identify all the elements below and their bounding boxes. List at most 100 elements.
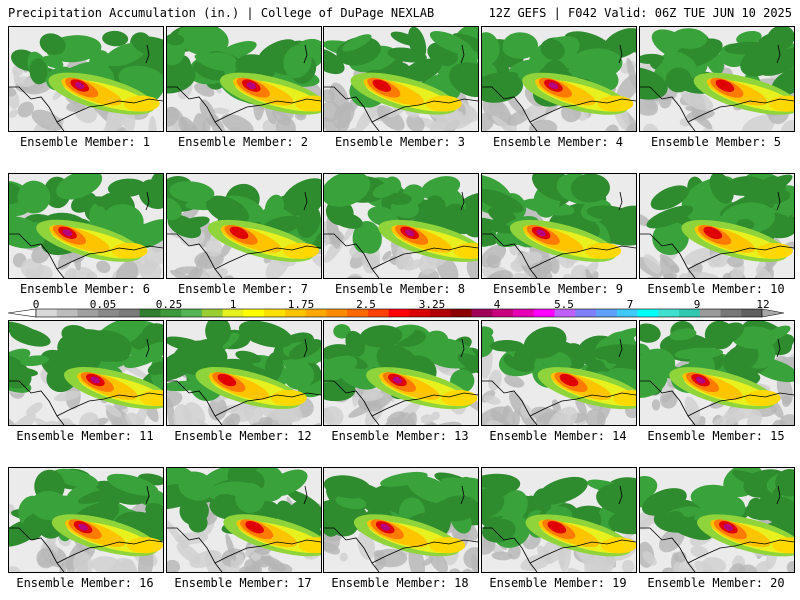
precip-field	[324, 27, 478, 131]
state-border	[776, 338, 781, 358]
ensemble-member-map-6	[8, 173, 164, 279]
coastline-outline	[324, 86, 478, 131]
ensemble-member-label: Ensemble Member: 6	[19, 282, 151, 296]
precip-field	[482, 468, 636, 572]
coastline-outline	[324, 527, 478, 572]
colorbar-segment	[305, 309, 327, 317]
ensemble-member-map-3	[323, 26, 479, 132]
colorbar-max-arrow	[761, 308, 785, 318]
colorbar-segment	[554, 309, 576, 317]
ensemble-member-map-4	[481, 26, 637, 132]
precip-field	[9, 321, 163, 425]
state-border	[145, 191, 150, 211]
precip-field	[640, 27, 794, 131]
colorbar-tick-label: 1.75	[287, 298, 315, 311]
colorbar-segment	[36, 309, 58, 317]
ensemble-member-map-15	[639, 320, 795, 426]
colorbar-segment	[637, 309, 659, 317]
state-border	[460, 338, 465, 358]
coastline-outline	[640, 86, 794, 131]
colorbar-segment	[409, 309, 431, 317]
state-border	[303, 44, 308, 64]
ensemble-member-label: Ensemble Member: 9	[492, 282, 624, 296]
precip-field	[324, 321, 478, 425]
ensemble-member-map-10	[639, 173, 795, 279]
ensemble-member-map-14	[481, 320, 637, 426]
coastline-outline	[482, 380, 636, 425]
colorbar-tick-label: 9	[693, 298, 701, 311]
state-border	[145, 485, 150, 505]
ensemble-member-label: Ensemble Member: 12	[174, 429, 312, 443]
ensemble-member-map-11	[8, 320, 164, 426]
precip-field	[167, 468, 321, 572]
colorbar-segment	[616, 309, 638, 317]
state-border	[145, 44, 150, 64]
state-border	[460, 191, 465, 211]
precip-field	[167, 321, 321, 425]
coastline-outline	[324, 233, 478, 278]
state-border	[303, 338, 308, 358]
state-border	[303, 191, 308, 211]
colorbar-segment	[367, 309, 389, 317]
colorbar-segment	[98, 309, 120, 317]
model-run-info: 12Z GEFS | F042 Valid: 06Z TUE JUN 10 20…	[488, 6, 792, 20]
coastline-outline	[167, 86, 321, 131]
precip-field	[9, 174, 163, 278]
colorbar-segment	[222, 309, 244, 317]
precip-field	[167, 27, 321, 131]
ensemble-member-map-16	[8, 467, 164, 573]
ensemble-member-label: Ensemble Member: 5	[650, 135, 782, 149]
coastline-outline	[324, 380, 478, 425]
coastline-outline	[167, 233, 321, 278]
colorbar-segment	[492, 309, 514, 317]
ensemble-member-label: Ensemble Member: 15	[647, 429, 785, 443]
map-title: Precipitation Accumulation (in.) | Colle…	[8, 6, 435, 20]
precip-field	[482, 174, 636, 278]
state-border	[776, 485, 781, 505]
colorbar-segment	[284, 309, 306, 317]
ensemble-member-map-18	[323, 467, 479, 573]
colorbar-segment	[388, 309, 410, 317]
state-border	[618, 44, 623, 64]
colorbar-segment	[201, 309, 223, 317]
ensemble-member-label: Ensemble Member: 7	[177, 282, 309, 296]
ensemble-member-map-12	[166, 320, 322, 426]
precip-field	[482, 27, 636, 131]
colorbar-segment	[181, 309, 203, 317]
precip-field	[9, 468, 163, 572]
colorbar-segment	[243, 309, 265, 317]
colorbar-tick-label: 2.5	[356, 298, 376, 311]
colorbar-segment	[430, 309, 452, 317]
coastline-outline	[9, 86, 163, 131]
coastline-outline	[9, 527, 163, 572]
precip-field	[640, 468, 794, 572]
colorbar-segment	[471, 309, 493, 317]
ensemble-member-label: Ensemble Member: 20	[647, 576, 785, 590]
coastline-outline	[482, 86, 636, 131]
colorbar-tick-label: 5.5	[554, 298, 574, 311]
state-border	[303, 485, 308, 505]
colorbar-segment	[513, 309, 535, 317]
ensemble-member-label: Ensemble Member: 14	[489, 429, 627, 443]
colorbar-segment	[160, 309, 182, 317]
state-border	[145, 338, 150, 358]
colorbar-segment	[741, 309, 763, 317]
precip-field	[9, 27, 163, 131]
ensemble-member-label: Ensemble Member: 13	[331, 429, 469, 443]
state-border	[618, 485, 623, 505]
coastline-outline	[640, 380, 794, 425]
ensemble-member-map-17	[166, 467, 322, 573]
colorbar-tick-label: 7	[626, 298, 634, 311]
ensemble-member-label: Ensemble Member: 11	[16, 429, 154, 443]
ensemble-member-map-2	[166, 26, 322, 132]
coastline-outline	[167, 527, 321, 572]
state-border	[776, 44, 781, 64]
colorbar-segment	[450, 309, 472, 317]
colorbar-segment	[658, 309, 680, 317]
ensemble-member-label: Ensemble Member: 3	[334, 135, 466, 149]
ensemble-member-map-1	[8, 26, 164, 132]
colorbar-tick-label: 4	[493, 298, 501, 311]
precip-field	[324, 174, 478, 278]
precip-field	[324, 468, 478, 572]
colorbar-segment	[699, 309, 721, 317]
